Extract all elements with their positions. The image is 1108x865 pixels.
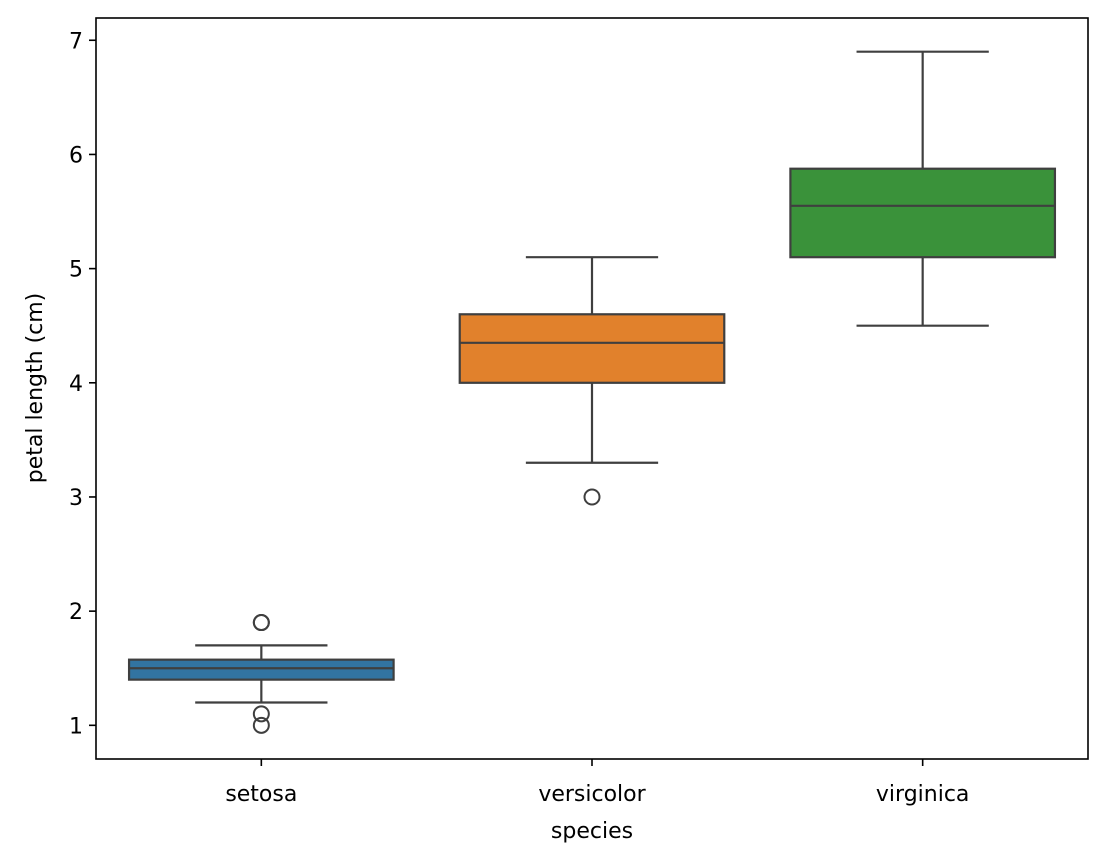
y-tick-label: 4 <box>69 372 83 397</box>
iqr-box <box>458 313 726 384</box>
x-tick-label: setosa <box>225 782 297 807</box>
outlier-point <box>252 705 270 723</box>
x-tick-label: virginica <box>876 782 970 807</box>
box-versicolor <box>458 256 726 506</box>
y-tick-label: 1 <box>69 714 83 739</box>
iqr-box <box>127 658 395 681</box>
iqr-box <box>789 167 1057 259</box>
x-axis-label: species <box>551 819 633 844</box>
y-axis-ticks: 1 2 3 4 5 6 7 <box>69 29 96 739</box>
y-tick-label: 3 <box>69 486 83 511</box>
y-tick-label: 2 <box>69 600 83 625</box>
y-tick-label: 6 <box>69 143 83 168</box>
boxes-layer <box>127 50 1057 734</box>
outlier-point <box>583 488 601 506</box>
box-setosa <box>127 614 395 734</box>
y-axis-label: petal length (cm) <box>23 293 48 484</box>
y-tick-label: 7 <box>69 29 83 54</box>
x-axis-ticks: setosa versicolor virginica <box>225 759 969 807</box>
outlier-point <box>252 614 270 632</box>
outlier-point <box>252 716 270 734</box>
box-virginica <box>789 50 1057 327</box>
y-tick-label: 5 <box>69 258 83 283</box>
x-tick-label: versicolor <box>538 782 646 807</box>
